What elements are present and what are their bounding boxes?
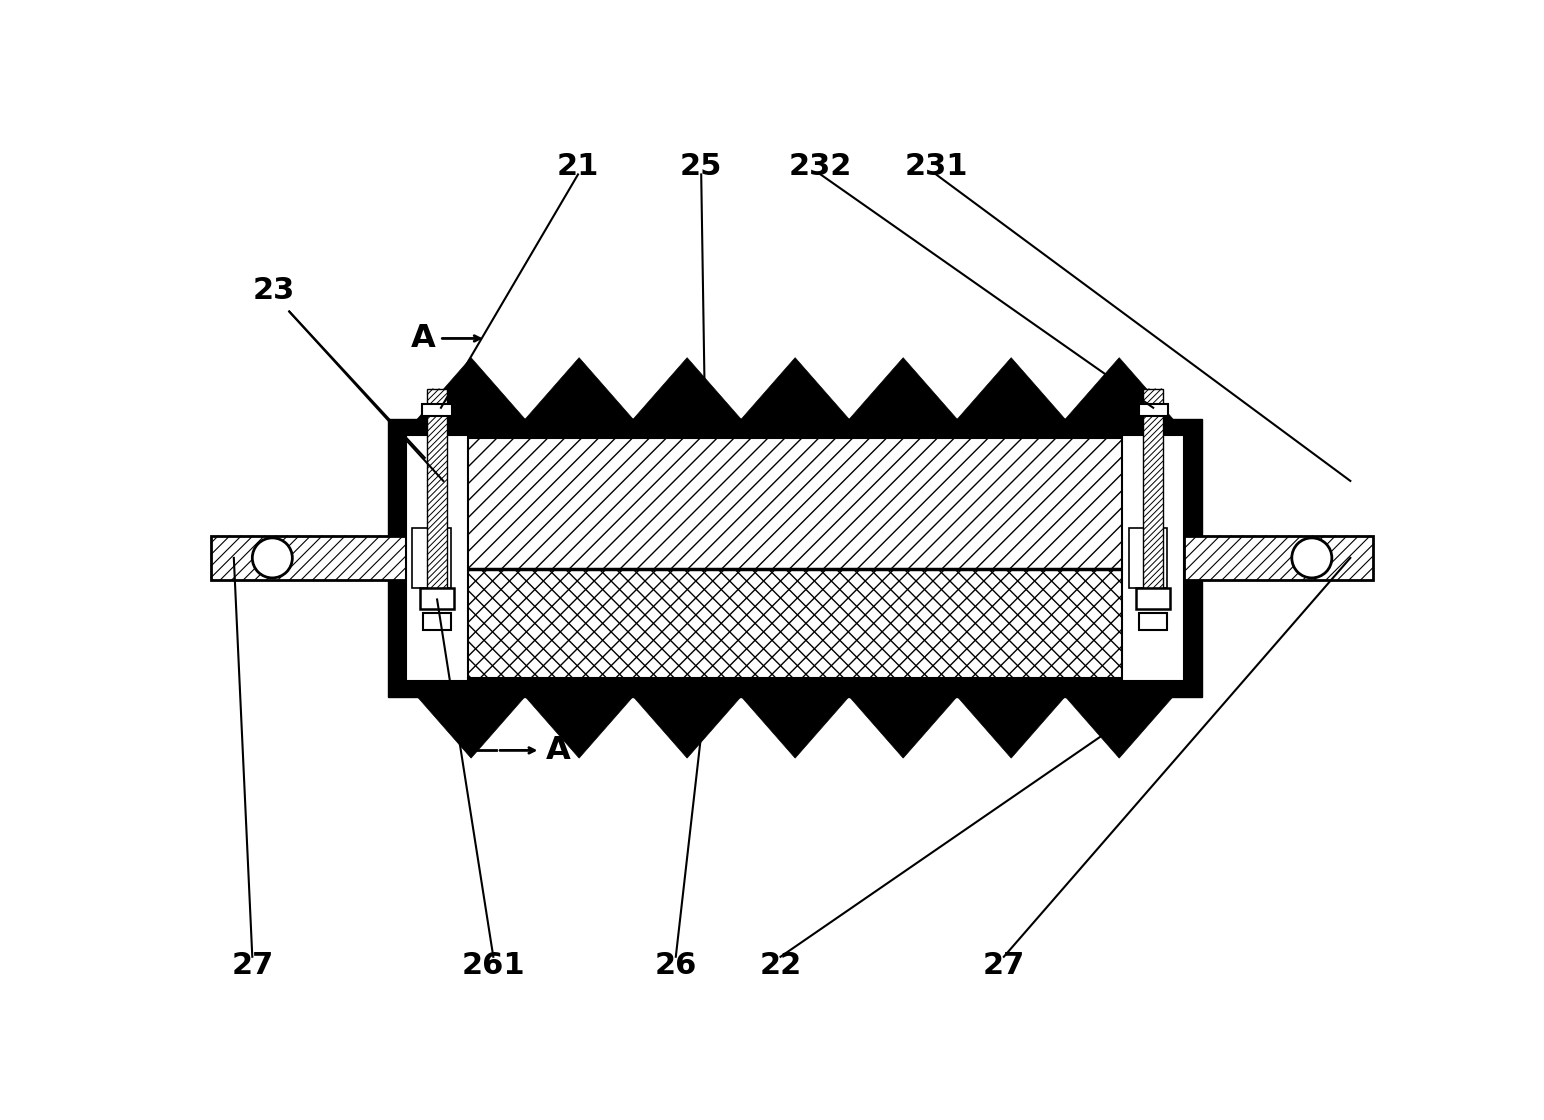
Bar	[423, 613, 451, 629]
Text: 23: 23	[253, 277, 295, 306]
Text: 27: 27	[982, 951, 1025, 980]
Bar	[1138, 404, 1167, 417]
Bar	[1136, 588, 1170, 609]
Polygon shape	[849, 357, 957, 419]
Text: 25: 25	[679, 151, 723, 180]
Text: 232: 232	[789, 151, 852, 180]
Text: 21: 21	[557, 151, 599, 180]
Bar	[388, 419, 1203, 697]
Bar	[1122, 435, 1184, 681]
Bar	[1129, 528, 1167, 588]
Bar	[210, 535, 406, 580]
Polygon shape	[525, 697, 633, 758]
Bar	[406, 435, 468, 681]
Bar	[1184, 535, 1374, 580]
Bar	[420, 588, 454, 609]
Text: A: A	[545, 735, 570, 766]
Polygon shape	[417, 357, 525, 419]
Text: 27: 27	[232, 951, 273, 980]
Bar	[406, 438, 1184, 678]
Text: 231: 231	[905, 151, 968, 180]
Bar	[428, 389, 448, 588]
Polygon shape	[633, 357, 741, 419]
Polygon shape	[525, 357, 633, 419]
Circle shape	[252, 538, 292, 578]
Polygon shape	[741, 357, 849, 419]
Polygon shape	[1065, 357, 1173, 419]
Circle shape	[1292, 538, 1332, 578]
Polygon shape	[957, 697, 1065, 758]
Polygon shape	[633, 697, 741, 758]
Bar	[1139, 613, 1167, 629]
Text: 22: 22	[760, 951, 801, 980]
Text: 26: 26	[655, 951, 696, 980]
Polygon shape	[1065, 697, 1173, 758]
Text: A: A	[411, 323, 435, 354]
Bar	[412, 528, 451, 588]
Bar	[423, 404, 452, 417]
Polygon shape	[741, 697, 849, 758]
Polygon shape	[849, 697, 957, 758]
Polygon shape	[417, 697, 525, 758]
Bar	[1143, 389, 1163, 588]
Polygon shape	[957, 357, 1065, 419]
Text: 261: 261	[462, 951, 525, 980]
